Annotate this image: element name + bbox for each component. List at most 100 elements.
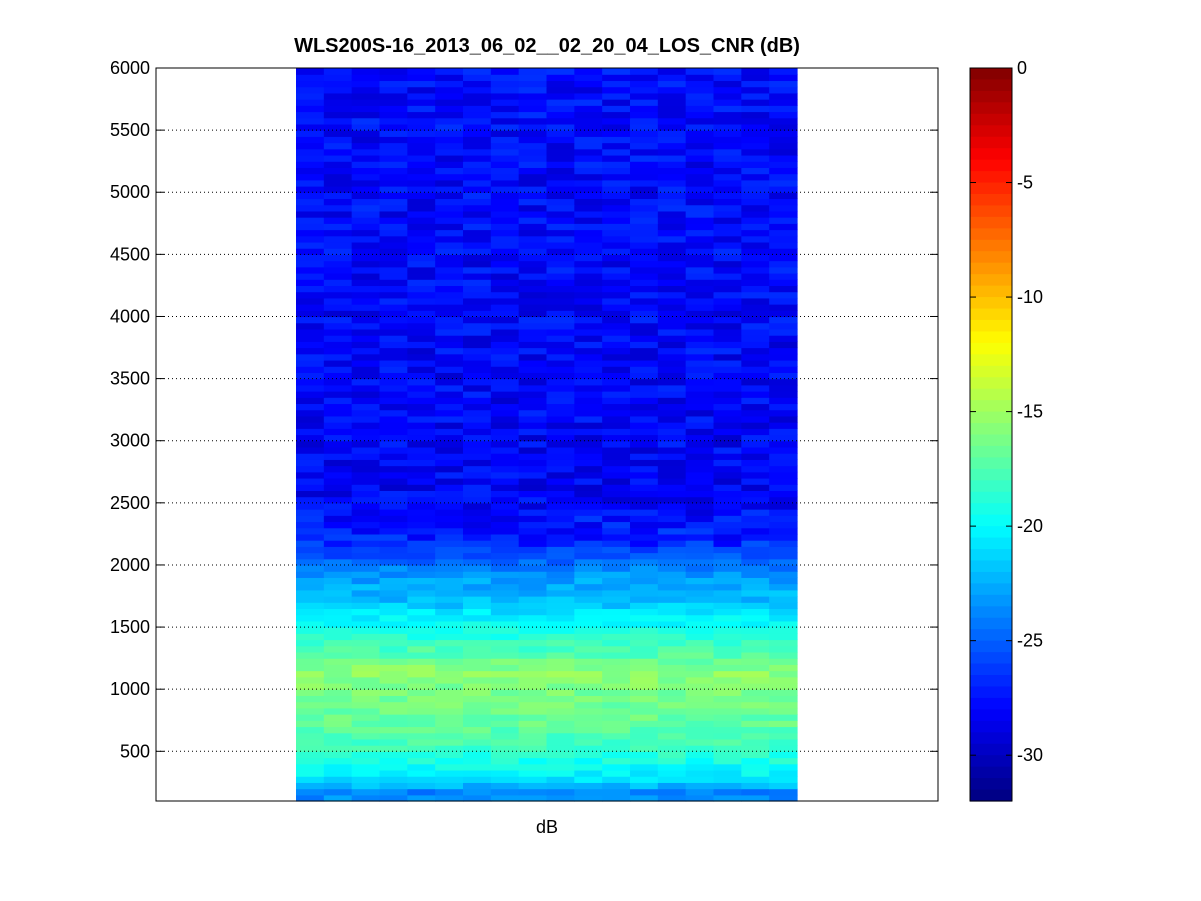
heatmap-cell xyxy=(463,192,492,200)
heatmap-cell xyxy=(713,80,742,88)
heatmap-cell xyxy=(435,372,464,380)
colorbar-band xyxy=(970,697,1012,710)
heatmap-cell xyxy=(351,86,381,94)
heatmap-cell xyxy=(546,608,575,616)
heatmap-cell xyxy=(741,714,770,721)
heatmap-cell xyxy=(657,695,687,703)
heatmap-cell xyxy=(657,465,687,473)
heatmap-cell xyxy=(379,285,408,293)
heatmap-cell xyxy=(713,279,742,287)
heatmap-cell xyxy=(546,689,575,696)
heatmap-cell xyxy=(630,602,659,610)
heatmap-cell xyxy=(546,291,575,299)
heatmap-cell xyxy=(574,148,603,156)
heatmap-cell xyxy=(713,608,742,616)
heatmap-cell xyxy=(713,123,742,131)
heatmap-cell xyxy=(379,80,408,88)
heatmap-cell xyxy=(685,254,715,262)
heatmap-cell xyxy=(296,161,325,168)
heatmap-cell xyxy=(463,291,492,299)
heatmap-cell xyxy=(379,738,408,746)
heatmap-cell xyxy=(351,229,381,237)
heatmap-cell xyxy=(602,403,631,411)
heatmap-cell xyxy=(630,117,659,125)
heatmap-cell xyxy=(574,471,603,479)
heatmap-cell xyxy=(351,254,381,262)
heatmap-cell xyxy=(379,682,408,690)
heatmap-cell xyxy=(769,378,798,386)
heatmap-cell xyxy=(574,776,603,783)
heatmap-cell xyxy=(574,359,603,367)
heatmap-cell xyxy=(463,397,492,405)
heatmap-cell xyxy=(602,415,631,423)
heatmap-cell xyxy=(546,248,575,255)
heatmap-cell xyxy=(490,186,520,193)
heatmap-cell xyxy=(713,68,742,75)
heatmap-cell xyxy=(546,229,575,237)
heatmap-cell xyxy=(602,285,631,293)
heatmap-cell xyxy=(769,86,798,94)
heatmap-cell xyxy=(713,105,742,113)
heatmap-cell xyxy=(741,614,770,622)
heatmap-cell xyxy=(323,676,353,684)
heatmap-cell xyxy=(518,726,548,734)
heatmap-cell xyxy=(630,341,659,349)
heatmap-cell xyxy=(351,521,381,529)
heatmap-cell xyxy=(769,639,798,647)
heatmap-cell xyxy=(602,304,631,311)
heatmap-cell xyxy=(407,279,436,287)
heatmap-cell xyxy=(323,378,353,386)
heatmap-cell xyxy=(602,509,631,516)
plot-area: 5001000150020002500300035004000450050005… xyxy=(110,58,939,802)
heatmap-cell xyxy=(741,738,770,746)
heatmap-cell xyxy=(323,602,353,610)
heatmap-cell xyxy=(741,571,770,578)
heatmap-cell xyxy=(769,167,798,175)
heatmap-cell xyxy=(435,148,464,156)
heatmap-cell xyxy=(741,701,770,709)
heatmap-cell xyxy=(713,229,742,237)
heatmap-cell xyxy=(741,123,770,131)
heatmap-cell xyxy=(351,490,381,498)
heatmap-cell xyxy=(546,453,575,460)
heatmap-cell xyxy=(518,409,548,417)
heatmap-cell xyxy=(296,310,325,318)
heatmap-cell xyxy=(351,68,381,75)
heatmap-cell xyxy=(769,627,798,634)
heatmap-cell xyxy=(463,204,492,212)
heatmap-cell xyxy=(323,701,353,709)
heatmap-cell xyxy=(379,521,408,529)
heatmap-cell xyxy=(407,477,436,485)
heatmap-cell xyxy=(769,161,798,168)
heatmap-cell xyxy=(351,639,381,647)
heatmap-cell xyxy=(296,92,325,100)
heatmap-cell xyxy=(435,732,464,740)
heatmap-cell xyxy=(490,645,520,653)
heatmap-cell xyxy=(546,86,575,94)
heatmap-cell xyxy=(685,328,715,336)
heatmap-cell xyxy=(351,633,381,641)
heatmap-cell xyxy=(463,415,492,423)
heatmap-cell xyxy=(602,335,631,342)
heatmap-cell xyxy=(713,397,742,405)
heatmap-cell xyxy=(518,86,548,94)
heatmap-cell xyxy=(546,111,575,119)
heatmap-cell xyxy=(713,459,742,467)
heatmap-cell xyxy=(490,776,520,783)
heatmap-cell xyxy=(463,558,492,566)
heatmap-cell xyxy=(351,322,381,330)
heatmap-cell xyxy=(518,272,548,280)
heatmap-cell xyxy=(351,695,381,703)
heatmap-cell xyxy=(630,509,659,516)
heatmap-cell xyxy=(351,658,381,665)
heatmap-cell xyxy=(546,664,575,672)
heatmap-cell xyxy=(574,440,603,448)
heatmap-cell xyxy=(379,546,408,554)
heatmap-cell xyxy=(407,577,436,585)
heatmap-cell xyxy=(490,266,520,274)
heatmap-cell xyxy=(490,241,520,249)
heatmap-cell xyxy=(490,428,520,436)
heatmap-cell xyxy=(741,378,770,386)
heatmap-cell xyxy=(741,446,770,454)
heatmap-cell xyxy=(490,651,520,659)
